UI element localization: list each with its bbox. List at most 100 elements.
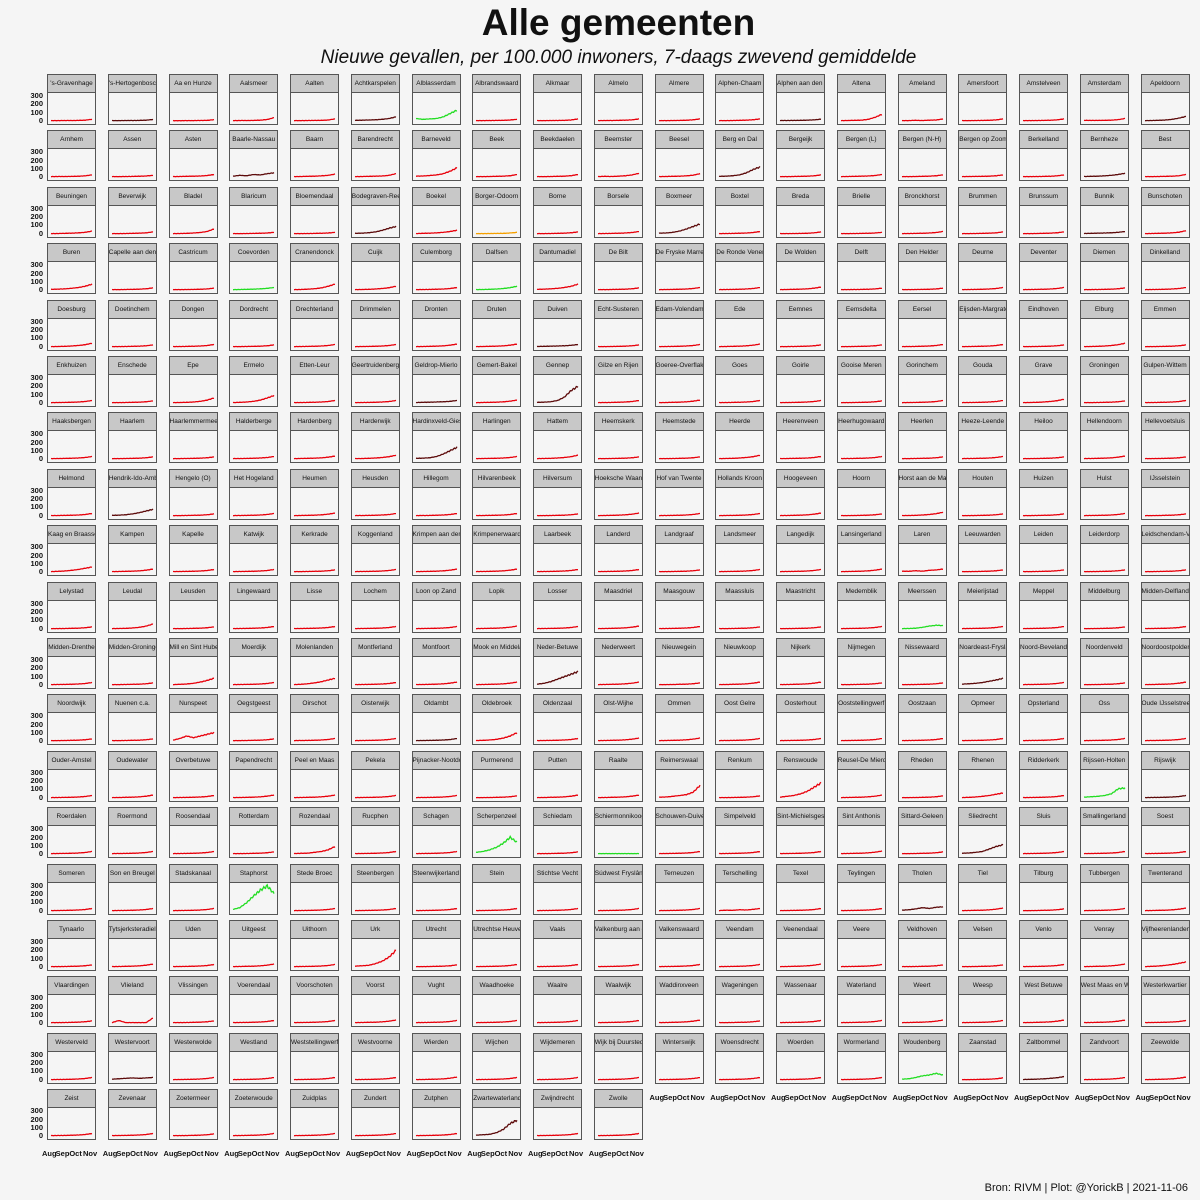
series-line — [50, 1133, 93, 1137]
panel-title: Doetinchem — [107, 299, 157, 319]
panel-plot-area — [533, 486, 582, 520]
panel-title: Brummen — [958, 186, 1008, 206]
x-tick-label: Aug — [1074, 1092, 1090, 1102]
panel-svg — [658, 223, 700, 234]
panel: Leeuwarden — [958, 525, 1008, 577]
series-line — [1144, 1020, 1186, 1024]
panel-plot-area — [1140, 712, 1190, 746]
series-line — [1022, 681, 1064, 686]
panel-svg — [658, 399, 700, 404]
panel-plot-area — [958, 768, 1008, 802]
panel-title: Vijfheerenlanden — [1140, 920, 1190, 939]
panel-plot-area — [776, 148, 825, 182]
panel-plot-area — [107, 92, 157, 125]
panel-title: Westerveld — [47, 1032, 96, 1052]
panel-plot-area — [836, 881, 886, 915]
series-line — [51, 399, 93, 404]
y-tick-label: 100 — [30, 1010, 43, 1020]
panel-plot-area — [897, 768, 947, 802]
panel-svg — [840, 513, 882, 517]
panel: Purmerend — [472, 750, 522, 802]
series-line — [658, 118, 700, 122]
panel-svg — [658, 456, 700, 460]
panel-title: Heusden — [350, 468, 400, 488]
panel: Dinkelland — [1140, 243, 1190, 295]
panel-plot-area — [472, 1107, 522, 1141]
panel-title: Deurne — [958, 243, 1008, 263]
series-line — [901, 399, 943, 404]
series-line — [50, 964, 93, 968]
panel: Oegstgeest — [229, 694, 279, 746]
panel-plot-area — [776, 768, 825, 802]
series-line — [476, 456, 518, 460]
panel-title: Tytsjerksteradiel — [107, 920, 157, 939]
panel: Eemnes — [776, 299, 825, 351]
panel-title: Goeree-Overflakkee — [654, 356, 704, 375]
panel-plot-area — [290, 261, 339, 295]
x-tick-label: Aug — [588, 1149, 604, 1159]
panel: Reusel-De Mierden — [836, 750, 886, 802]
panel-svg — [111, 963, 153, 968]
series-line — [111, 622, 153, 629]
x-tick-label: Sep — [55, 1149, 70, 1159]
panel-svg — [354, 681, 396, 686]
panel-plot-area — [47, 374, 96, 407]
panel-title: Noardeast-Fryslân — [958, 638, 1008, 657]
panel-svg — [840, 907, 882, 911]
panel: Sint Anthonis — [836, 807, 886, 859]
panel-plot-area — [533, 148, 582, 182]
series-line — [658, 625, 700, 629]
panel-plot-area — [593, 656, 643, 689]
panel: Hendrik-Ido-Ambacht — [107, 468, 157, 520]
panel: Bloemendaal — [290, 186, 339, 238]
panel-title: Noordwijk — [47, 694, 96, 714]
panel-title: Mill en Sint Hubert — [168, 638, 218, 657]
panel-plot-area — [654, 261, 704, 295]
panel: Bernheze — [1079, 130, 1129, 182]
panel-plot-area — [229, 148, 279, 182]
series-line — [1083, 117, 1125, 122]
panel: Heiloo — [1019, 412, 1068, 464]
panel: 's-Gravenhage — [47, 74, 96, 125]
x-tick-label: Oct — [1102, 1092, 1115, 1102]
panel-plot-area — [1140, 148, 1190, 182]
series-line — [901, 568, 943, 573]
panel-svg — [233, 456, 275, 460]
series-line — [172, 1076, 214, 1081]
series-line — [172, 287, 214, 291]
panel-svg — [476, 1120, 518, 1137]
panel-plot-area — [290, 486, 339, 520]
series-line — [233, 681, 275, 686]
panel: Schiermonnikoog — [593, 807, 643, 859]
panel-svg — [293, 455, 336, 460]
panel-svg — [901, 623, 943, 629]
panel: Halderberge — [229, 412, 279, 464]
series-line — [658, 569, 700, 573]
panel: Veenendaal — [776, 920, 825, 971]
panel: Súdwest Fryslân — [593, 863, 643, 915]
panel: Noardeast-Fryslân — [958, 638, 1008, 689]
series-line — [1144, 287, 1186, 291]
panel-title: Bergen op Zoom — [958, 130, 1008, 150]
panel-title: Haarlem — [107, 412, 157, 432]
panel: Hillegom — [411, 468, 461, 520]
x-tick-label: Aug — [1135, 1092, 1151, 1102]
panel-svg — [354, 1076, 396, 1081]
series-line — [233, 172, 275, 178]
panel-plot-area — [836, 994, 886, 1028]
series-line — [779, 569, 821, 573]
panel-title: Valkenburg aan de Geul — [593, 920, 643, 939]
series-line — [172, 1020, 214, 1024]
panel-svg — [719, 118, 761, 122]
series-line — [50, 566, 93, 573]
panel-svg — [1022, 231, 1064, 235]
panel-svg — [840, 456, 882, 460]
panel-title: Westvoorne — [350, 1032, 400, 1052]
series-line — [1022, 118, 1065, 122]
panel-plot-area — [472, 825, 522, 859]
panel-plot-area — [290, 881, 339, 915]
panel-title: Oostzaan — [897, 694, 947, 714]
series-line — [293, 455, 336, 460]
panel-svg — [597, 907, 639, 911]
panel: Rucphen — [350, 807, 400, 859]
